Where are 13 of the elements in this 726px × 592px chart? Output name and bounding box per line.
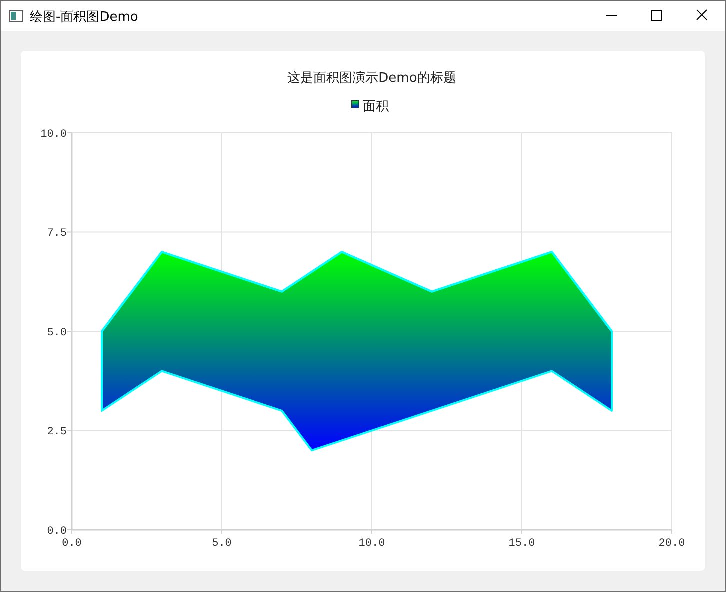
- legend-label: 面积: [363, 100, 389, 115]
- y-tick-label: 2.5: [47, 426, 67, 439]
- x-tick-label: 10.0: [358, 538, 386, 550]
- chart-title: 这是面积图演示Demo的标题: [288, 71, 456, 86]
- y-tick-label: 5.0: [47, 327, 67, 340]
- x-tick-label: 5.0: [212, 538, 232, 550]
- x-tick-label: 0.0: [62, 538, 82, 550]
- y-tick-label: 10.0: [40, 128, 67, 141]
- y-tick-label: 7.5: [47, 228, 67, 240]
- y-tick-label: 0.0: [47, 526, 67, 538]
- text: 绘图-面积图Demo: [30, 10, 138, 25]
- x-tick-label: 20.0: [658, 538, 686, 550]
- x-tick-label: 15.0: [508, 538, 536, 550]
